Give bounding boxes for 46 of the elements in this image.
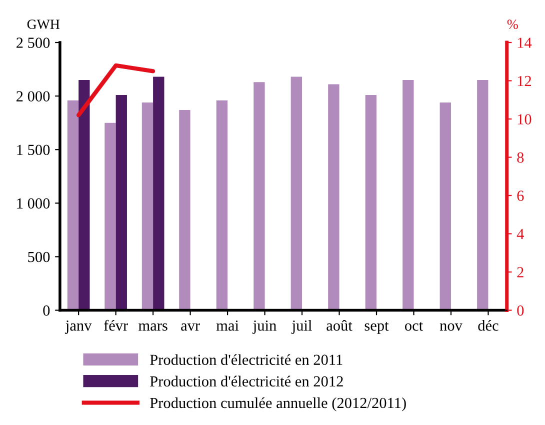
bar xyxy=(477,80,488,310)
y-tick-label: 1 500 xyxy=(17,144,50,156)
bar xyxy=(290,76,302,310)
bar xyxy=(440,102,451,310)
y-tick-label: 2 500 xyxy=(16,38,50,48)
x-tick-label: févr xyxy=(104,320,128,331)
y2-tick-label: 12 xyxy=(518,76,532,86)
y2-tick-label: 2 xyxy=(517,267,524,278)
bar xyxy=(216,100,228,310)
bar xyxy=(328,84,340,310)
y-tick-label: 2 000 xyxy=(16,91,50,102)
legend-label: Production cumulée annuelle (2012/2011) xyxy=(150,397,406,412)
x-tick-label: juil xyxy=(291,320,312,334)
legend-label: Production d'électricité en 2012 xyxy=(150,376,343,387)
y2-tick-label: 8 xyxy=(517,152,524,163)
bar xyxy=(254,82,265,310)
x-tick-label: avr xyxy=(181,323,200,331)
y2-tick-label: 10 xyxy=(518,114,532,124)
x-tick-label: déc xyxy=(478,320,498,331)
bar xyxy=(142,102,154,310)
x-tick-label: sept xyxy=(364,322,389,334)
y2-axis-title: % xyxy=(507,20,518,30)
y2-tick-label: 0 xyxy=(517,305,524,316)
bar xyxy=(365,94,377,310)
y-tick-label: 1 000 xyxy=(17,198,50,209)
y2-tick-label: 14 xyxy=(518,38,532,48)
legend-label: Production d'électricité en 2011 xyxy=(150,354,342,365)
x-tick-label: mai xyxy=(216,320,239,331)
x-tick-label: mars xyxy=(138,323,168,331)
bar xyxy=(78,80,90,310)
bar xyxy=(67,100,79,310)
bar xyxy=(402,80,414,310)
y-axis-title: GWH xyxy=(27,20,60,30)
y2-tick-label: 4 xyxy=(516,228,524,240)
x-tick-label: janv xyxy=(64,320,92,334)
y2-tick-label: 6 xyxy=(517,190,524,201)
x-tick-label: août xyxy=(326,320,352,331)
y-tick-label: 500 xyxy=(28,252,50,262)
bar xyxy=(153,76,164,310)
bar xyxy=(179,110,190,310)
x-tick-label: juin xyxy=(252,320,276,334)
x-tick-label: nov xyxy=(440,323,462,331)
x-tick-label: oct xyxy=(404,322,423,331)
bar xyxy=(104,122,116,310)
y-tick-label: 0 xyxy=(43,305,50,316)
bar xyxy=(116,94,127,310)
